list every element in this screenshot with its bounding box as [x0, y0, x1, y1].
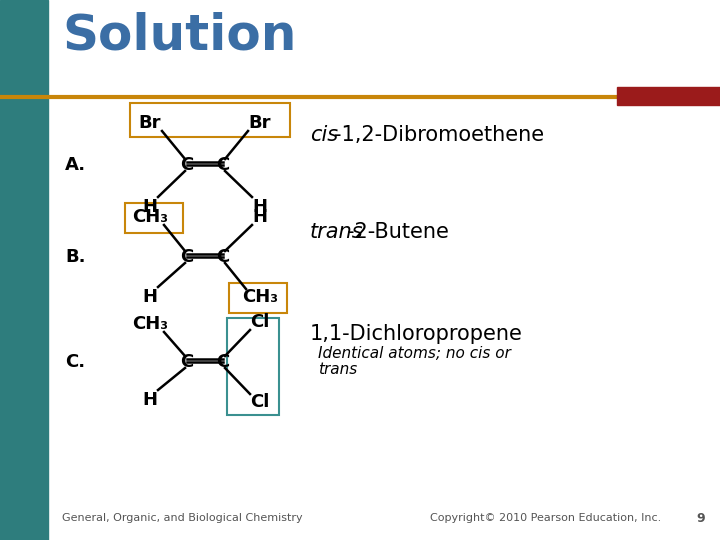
Text: trans: trans — [318, 362, 357, 377]
Text: Cl: Cl — [251, 393, 270, 411]
Text: -1,2-Dibromoethene: -1,2-Dibromoethene — [334, 125, 544, 145]
Bar — [229, 283, 287, 313]
Text: Cl: Cl — [251, 313, 270, 331]
Text: B.: B. — [65, 248, 86, 266]
Text: C: C — [217, 156, 230, 174]
Text: CH₃: CH₃ — [132, 315, 168, 333]
Text: Br: Br — [248, 114, 271, 132]
Text: H: H — [253, 208, 268, 226]
Text: C: C — [217, 248, 230, 266]
Text: CH₃: CH₃ — [132, 208, 168, 226]
Text: C: C — [181, 353, 194, 371]
Text: H: H — [143, 391, 158, 409]
Text: Br: Br — [139, 114, 161, 132]
Text: H: H — [143, 198, 158, 216]
Text: -2-Butene: -2-Butene — [347, 222, 449, 242]
Text: H: H — [143, 288, 158, 306]
Text: C.: C. — [65, 353, 85, 371]
Text: H: H — [253, 198, 268, 216]
Bar — [0, 0, 48, 540]
Text: trans: trans — [310, 222, 364, 242]
Text: Solution: Solution — [62, 11, 297, 59]
Text: cis: cis — [310, 125, 338, 145]
Text: C: C — [181, 248, 194, 266]
Bar — [617, 87, 720, 105]
Text: A.: A. — [65, 156, 86, 174]
Text: C: C — [181, 156, 194, 174]
Text: Identical atoms; no cis or: Identical atoms; no cis or — [318, 347, 511, 361]
Text: General, Organic, and Biological Chemistry: General, Organic, and Biological Chemist… — [62, 513, 302, 523]
Bar — [227, 318, 279, 415]
Text: Copyright© 2010 Pearson Education, Inc.: Copyright© 2010 Pearson Education, Inc. — [430, 513, 661, 523]
Bar — [125, 203, 183, 233]
Text: CH₃: CH₃ — [242, 288, 278, 306]
Text: 1,1-Dichloropropene: 1,1-Dichloropropene — [310, 324, 523, 344]
Text: C: C — [217, 353, 230, 371]
Bar — [130, 103, 290, 137]
Text: 9: 9 — [696, 511, 705, 524]
